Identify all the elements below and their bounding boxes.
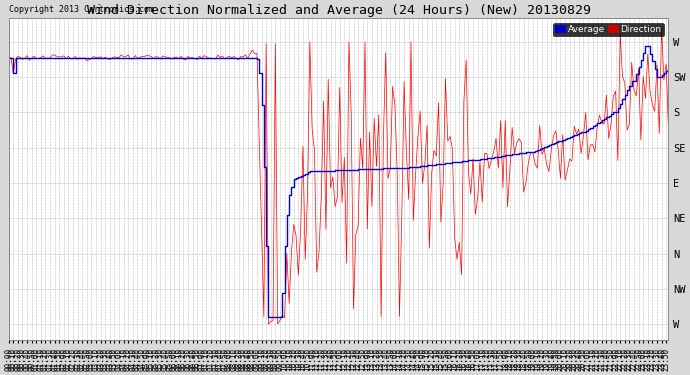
Legend: Average, Direction: Average, Direction	[553, 23, 664, 36]
Text: Copyright 2013 Cartronics.com: Copyright 2013 Cartronics.com	[9, 6, 154, 15]
Title: Wind Direction Normalized and Average (24 Hours) (New) 20130829: Wind Direction Normalized and Average (2…	[86, 4, 591, 17]
